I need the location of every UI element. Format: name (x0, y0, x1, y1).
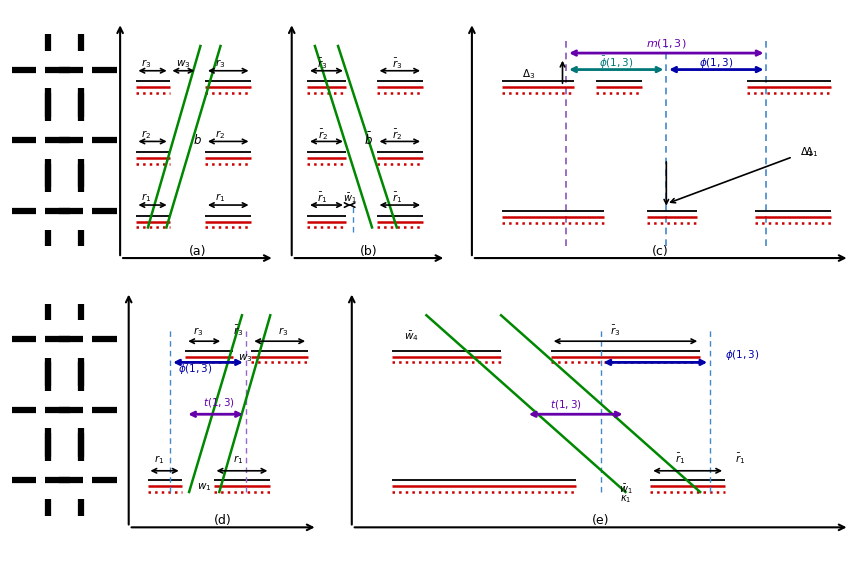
Text: $r_1$: $r_1$ (233, 453, 244, 466)
Text: $\bar{r}_2$: $\bar{r}_2$ (317, 127, 328, 142)
Text: $\Delta_3$: $\Delta_3$ (522, 67, 535, 81)
Text: $r_3$: $r_3$ (142, 57, 152, 70)
Text: $t(1,3)$: $t(1,3)$ (550, 398, 582, 411)
Text: (a): (a) (189, 245, 206, 257)
Text: $r_3$: $r_3$ (215, 57, 226, 70)
Text: $\bar{\phi}(1,3)$: $\bar{\phi}(1,3)$ (599, 55, 633, 71)
Text: $t(1,3)$: $t(1,3)$ (203, 397, 235, 410)
Text: $\bar{r}_1$: $\bar{r}_1$ (734, 452, 745, 466)
Text: $\bar{r}_1$: $\bar{r}_1$ (317, 191, 328, 205)
Text: $\phi(1,3)$: $\phi(1,3)$ (725, 348, 759, 362)
Text: $\bar{r}_3$: $\bar{r}_3$ (391, 56, 402, 71)
Text: (e): (e) (592, 514, 609, 527)
Text: $\bar{b}$: $\bar{b}$ (365, 132, 373, 149)
Text: $\bar{r}_1$: $\bar{r}_1$ (675, 452, 686, 466)
Text: $\bar{r}_3$: $\bar{r}_3$ (233, 323, 244, 338)
Text: $w_3$: $w_3$ (176, 58, 190, 70)
Text: $\bar{r}_3$: $\bar{r}_3$ (317, 56, 328, 71)
Text: (b): (b) (360, 245, 378, 257)
Text: $\bar{r}_2$: $\bar{r}_2$ (391, 127, 402, 142)
Text: $r_1$: $r_1$ (154, 453, 164, 466)
Text: $\Delta_1$: $\Delta_1$ (805, 145, 819, 159)
Text: $r_1$: $r_1$ (142, 191, 152, 204)
Text: $w_3$: $w_3$ (239, 352, 253, 364)
Text: $\Delta_1$: $\Delta_1$ (801, 145, 813, 159)
Text: $r_2$: $r_2$ (215, 128, 226, 141)
Text: $r_3$: $r_3$ (278, 325, 288, 338)
Text: $\phi(1,3)$: $\phi(1,3)$ (178, 362, 212, 376)
Text: $w_1$: $w_1$ (197, 482, 211, 494)
Text: $\kappa_1$: $\kappa_1$ (619, 494, 631, 505)
Text: $\bar{r}_1$: $\bar{r}_1$ (391, 191, 402, 205)
Text: $\phi(1,3)$: $\phi(1,3)$ (699, 56, 734, 70)
Text: $\bar{r}_3$: $\bar{r}_3$ (610, 323, 620, 338)
Text: $\bar{w}_1$: $\bar{w}_1$ (343, 191, 356, 205)
Text: $m(1,3)$: $m(1,3)$ (646, 37, 686, 50)
Text: (c): (c) (652, 245, 669, 257)
Text: $\bar{w}_1$: $\bar{w}_1$ (619, 482, 632, 496)
Text: (d): (d) (214, 514, 232, 527)
Text: $\bar{w}_4$: $\bar{w}_4$ (404, 329, 419, 343)
Text: $r_1$: $r_1$ (215, 191, 226, 204)
Text: $r_3$: $r_3$ (193, 325, 203, 338)
Text: $b$: $b$ (193, 134, 202, 147)
Text: $r_2$: $r_2$ (142, 128, 151, 141)
